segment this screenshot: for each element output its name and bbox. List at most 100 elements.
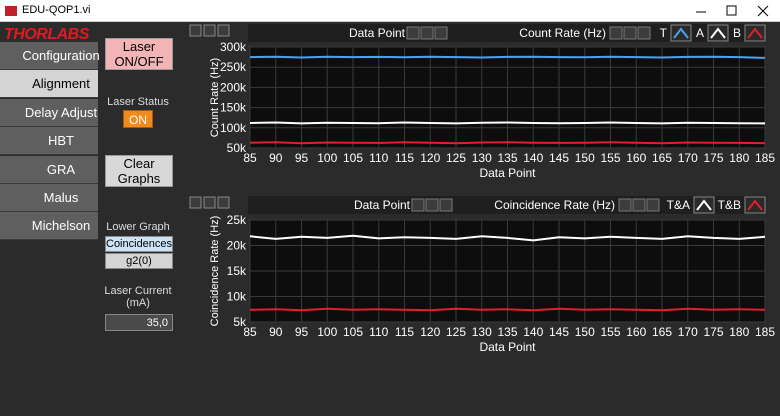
x-tick-label: 125 (446, 325, 466, 339)
tool-icon (217, 24, 230, 37)
y-tick-label: 50k (227, 141, 247, 155)
x-tick-label: 100 (317, 325, 337, 339)
clear-button[interactable]: Clear Graphs (105, 155, 173, 187)
legend-label: T (660, 26, 668, 40)
current-label: Laser Current (mA) (104, 285, 172, 309)
x-tick-label: 115 (395, 325, 414, 339)
title-bar: EDU-QOP1.vi (0, 0, 780, 22)
header-y-label: Count Rate (Hz) (519, 26, 606, 40)
nav-button[interactable]: Michelson (0, 212, 98, 241)
window-title: EDU-QOP1.vi (22, 4, 91, 16)
scale-icon (646, 198, 660, 212)
nav-button[interactable]: GRA (0, 155, 98, 184)
x-tick-label: 85 (243, 151, 257, 165)
x-tick-label: 150 (575, 151, 595, 165)
legend-label: T&A (667, 198, 690, 212)
x-tick-label: 175 (703, 151, 723, 165)
x-tick-label: 90 (269, 151, 283, 165)
x-tick-label: 160 (626, 151, 646, 165)
x-tick-label: 155 (600, 151, 620, 165)
series-line (249, 307, 766, 312)
series-line (249, 141, 766, 145)
nav-button[interactable]: Configuration (0, 42, 100, 70)
lower-graph-label: Lower Graph (106, 221, 170, 233)
y-tick-label: 20k (227, 239, 247, 253)
nav-button[interactable]: Malus (0, 184, 98, 212)
x-tick-label: 95 (295, 151, 309, 165)
x-tick-label: 180 (729, 151, 749, 165)
x-axis-label: Data Point (479, 340, 536, 354)
app-icon (5, 6, 17, 16)
x-tick-label: 85 (243, 325, 257, 339)
x-tick-label: 110 (369, 325, 388, 339)
x-tick-label: 135 (497, 151, 517, 165)
legend-label: T&B (718, 198, 741, 212)
x-tick-label: 175 (703, 325, 723, 339)
x-tick-label: 165 (652, 151, 672, 165)
status-indicator: ON (123, 110, 153, 128)
scale-icon (632, 198, 646, 212)
series-line (249, 121, 766, 125)
scale-icon (439, 198, 453, 212)
series-line (249, 55, 766, 59)
y-axis-label: Count Rate (Hz) (209, 58, 221, 137)
nav-button[interactable]: HBT (0, 127, 98, 156)
x-tick-label: 105 (343, 151, 363, 165)
x-tick-label: 160 (626, 325, 646, 339)
x-tick-label: 185 (755, 325, 775, 339)
x-tick-label: 120 (420, 325, 440, 339)
x-tick-label: 140 (523, 325, 543, 339)
window-controls[interactable] (690, 4, 776, 18)
x-tick-label: 130 (472, 151, 492, 165)
x-tick-label: 180 (729, 325, 749, 339)
scale-icon (406, 26, 420, 40)
y-tick-label: 15k (227, 264, 247, 278)
legend-line (696, 199, 712, 211)
legend-line (747, 27, 763, 39)
x-tick-label: 135 (497, 325, 517, 339)
x-tick-label: 145 (549, 325, 569, 339)
x-tick-label: 125 (446, 151, 466, 165)
x-tick-label: 145 (549, 151, 569, 165)
y-tick-label: 250k (220, 60, 247, 74)
header-x-label: Data Point (354, 198, 411, 212)
legend-line (747, 199, 763, 211)
laser-button[interactable]: Laser ON/OFF (105, 38, 173, 70)
graph-option[interactable]: g2(0) (105, 253, 173, 269)
scale-icon (637, 26, 651, 40)
legend-line (710, 27, 726, 39)
current-value[interactable]: 35,0 (105, 314, 173, 331)
logo: THORLABS (4, 26, 89, 43)
scale-icon (420, 26, 434, 40)
graph-option[interactable]: Coincidences (105, 236, 173, 252)
header-y-label: Coincidence Rate (Hz) (494, 198, 615, 212)
x-axis-label: Data Point (479, 166, 536, 180)
scale-icon (618, 198, 632, 212)
x-tick-label: 100 (317, 151, 337, 165)
x-tick-label: 155 (600, 325, 620, 339)
nav-button[interactable]: Alignment (0, 70, 98, 99)
status-label: Laser Status (107, 96, 169, 108)
tool-icon (203, 24, 216, 37)
x-tick-label: 170 (678, 151, 698, 165)
x-tick-label: 115 (395, 151, 414, 165)
scale-icon (609, 26, 623, 40)
nav-button[interactable]: Delay Adjust (0, 98, 98, 127)
x-tick-label: 110 (369, 151, 388, 165)
series-line (249, 234, 766, 242)
x-tick-label: 140 (523, 151, 543, 165)
y-tick-label: 150k (220, 101, 247, 115)
y-tick-label: 10k (227, 290, 247, 304)
x-tick-label: 105 (343, 325, 363, 339)
scale-icon (434, 26, 448, 40)
x-tick-label: 130 (472, 325, 492, 339)
tool-icon (189, 24, 202, 37)
legend-label: B (733, 26, 741, 40)
header-x-label: Data Point (349, 26, 406, 40)
y-tick-label: 25k (227, 213, 247, 227)
y-tick-label: 100k (220, 121, 247, 135)
tool-icon (189, 196, 202, 209)
y-tick-label: 300k (220, 40, 247, 54)
